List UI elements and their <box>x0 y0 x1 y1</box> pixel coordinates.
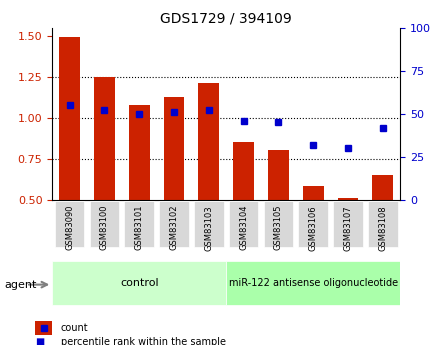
Text: percentile rank within the sample: percentile rank within the sample <box>61 337 225 345</box>
Bar <box>163 97 184 200</box>
Bar <box>198 83 219 200</box>
Bar <box>372 175 392 200</box>
Text: GSM83106: GSM83106 <box>308 205 317 250</box>
FancyBboxPatch shape <box>55 201 84 247</box>
FancyBboxPatch shape <box>226 261 399 305</box>
Bar <box>59 38 80 200</box>
Text: agent: agent <box>4 280 36 289</box>
FancyBboxPatch shape <box>194 201 223 247</box>
Bar <box>35 321 52 335</box>
Text: GSM83101: GSM83101 <box>135 205 143 250</box>
Text: ■: ■ <box>35 337 44 345</box>
Text: GSM83103: GSM83103 <box>204 205 213 250</box>
Bar <box>128 105 149 200</box>
Text: GSM83100: GSM83100 <box>100 205 108 250</box>
FancyBboxPatch shape <box>367 201 397 247</box>
Text: GSM83104: GSM83104 <box>239 205 247 250</box>
Bar <box>337 198 358 200</box>
Text: count: count <box>61 323 89 333</box>
Text: miR-122 antisense oligonucleotide: miR-122 antisense oligonucleotide <box>228 278 397 288</box>
Title: GDS1729 / 394109: GDS1729 / 394109 <box>160 11 291 25</box>
Text: GSM83107: GSM83107 <box>343 205 352 250</box>
Text: GSM83105: GSM83105 <box>273 205 282 250</box>
Text: control: control <box>120 278 158 288</box>
Bar <box>302 186 323 200</box>
FancyBboxPatch shape <box>159 201 188 247</box>
FancyBboxPatch shape <box>52 261 226 305</box>
Text: GSM83102: GSM83102 <box>169 205 178 250</box>
FancyBboxPatch shape <box>124 201 154 247</box>
Text: GSM83090: GSM83090 <box>65 205 74 250</box>
FancyBboxPatch shape <box>298 201 327 247</box>
FancyBboxPatch shape <box>89 201 119 247</box>
FancyBboxPatch shape <box>263 201 293 247</box>
Bar <box>94 77 115 200</box>
Text: GSM83108: GSM83108 <box>378 205 386 250</box>
FancyBboxPatch shape <box>228 201 258 247</box>
Bar <box>267 150 288 200</box>
Bar <box>233 142 253 200</box>
FancyBboxPatch shape <box>332 201 362 247</box>
